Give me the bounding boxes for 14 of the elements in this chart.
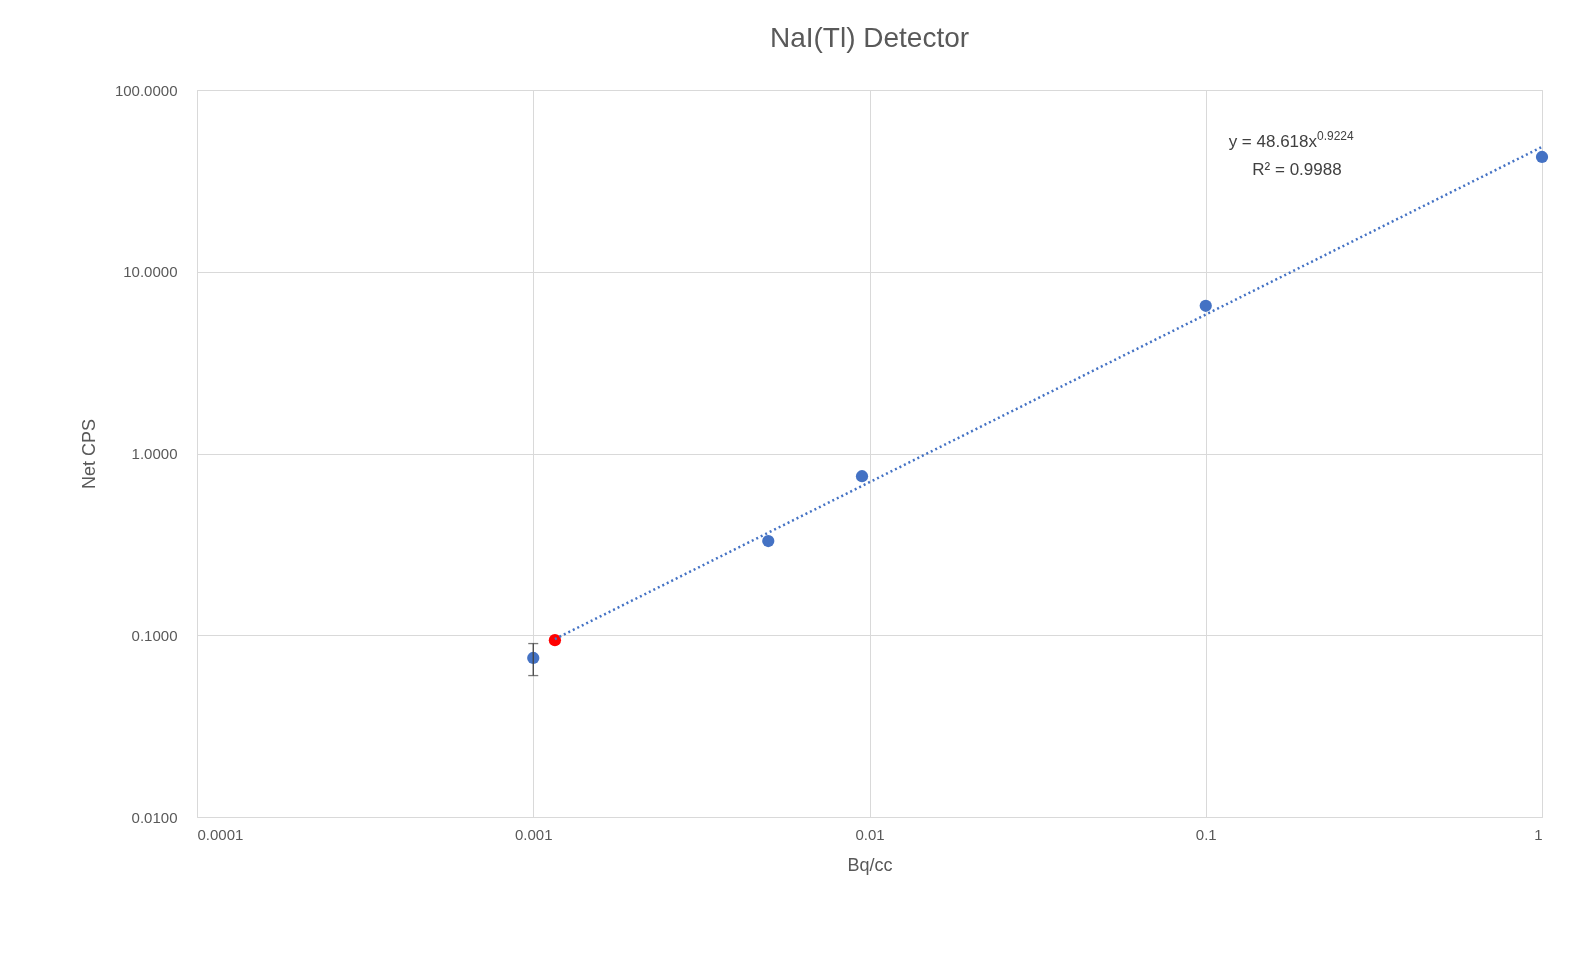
y-tick-label: 10.0000 [123,263,178,281]
annotation: R² = 0.9988 [1252,160,1342,179]
y-tick-label: 0.1000 [131,626,178,644]
y-axis-title: Net CPS [78,418,99,490]
x-axis-title: Bq/cc [847,854,893,875]
x-tick-label: 0.1 [1195,825,1217,843]
x-tick-label: 0.001 [514,825,553,843]
y-tick-label: 100.0000 [114,81,178,99]
x-tick-label: 1 [1534,825,1543,843]
x-tick-label: 0.0001 [197,825,244,843]
y-tick-label: 0.0100 [131,808,178,826]
y-tick-label: 1.0000 [131,445,178,462]
x-tick-label: 0.01 [855,825,885,843]
chart-title: NaI(Tl) Detector [769,22,970,53]
